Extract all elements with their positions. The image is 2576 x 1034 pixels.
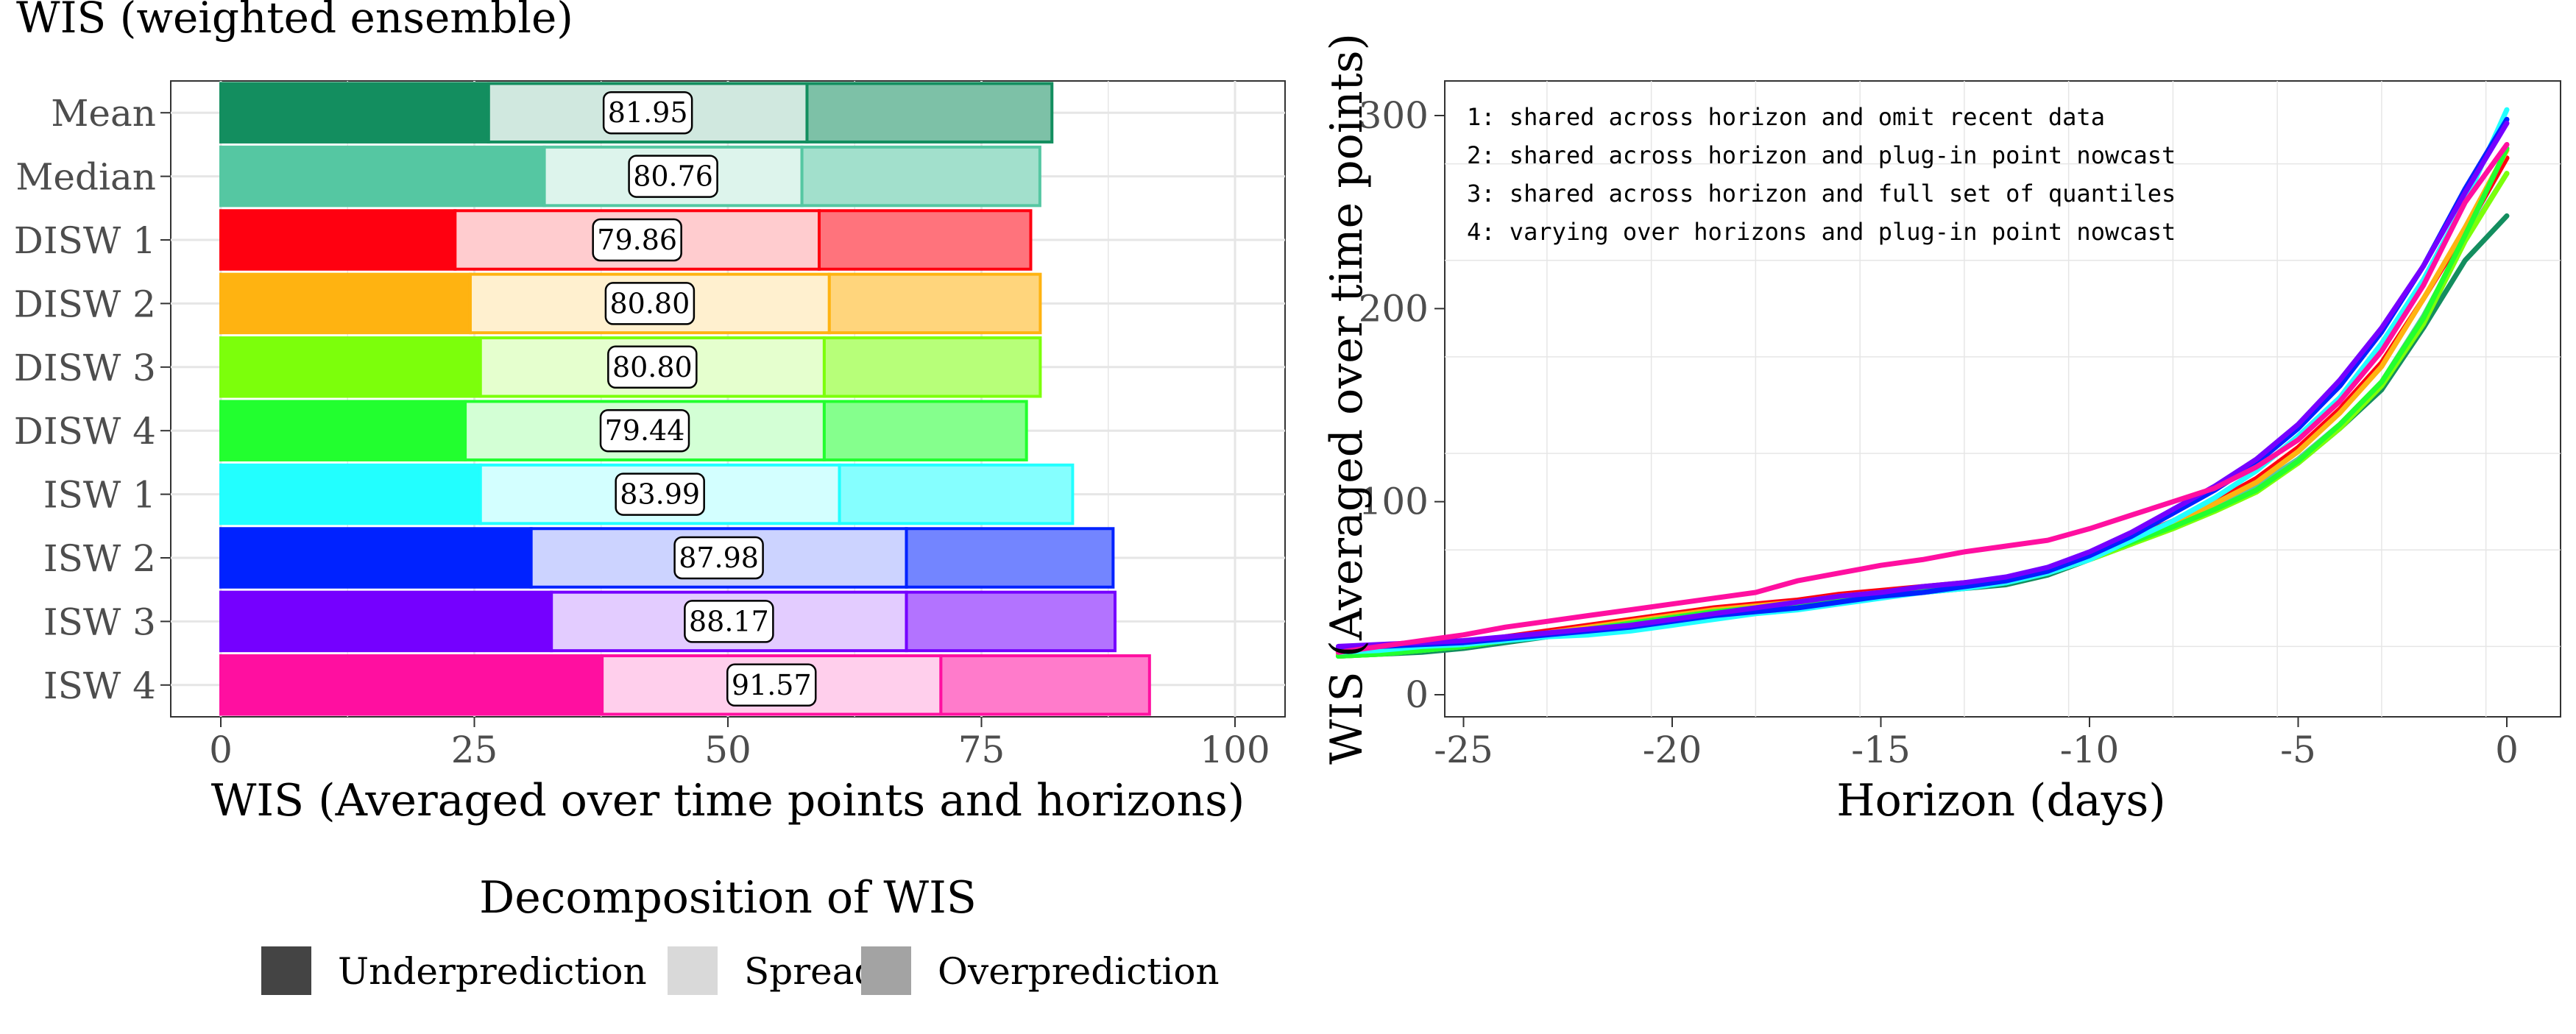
x-tick-label: -15 xyxy=(1851,729,1911,771)
category-label: DISW 2 xyxy=(14,283,156,325)
total-label: 88.17 xyxy=(689,605,769,637)
method-annotation: 3: shared across horizon and full set of… xyxy=(1467,180,2176,208)
legend-key-over xyxy=(861,946,911,995)
total-label-box xyxy=(673,536,764,580)
x-tick-label: 0 xyxy=(209,729,233,771)
overprediction-bar xyxy=(822,336,1042,398)
legend: Decomposition of WIS Underprediction Spre… xyxy=(261,872,1220,995)
legend-key-under xyxy=(261,946,311,995)
bar-chart-total-labels: 81.95 80.76 79.86 80.80 80.80 79.44 83.99 87.98… xyxy=(592,91,817,707)
underprediction-bar xyxy=(219,654,604,716)
x-tick-label: 75 xyxy=(958,729,1005,771)
legend-label: Spread xyxy=(744,950,878,993)
total-label: 87.98 xyxy=(679,542,759,574)
category-label: DISW 4 xyxy=(14,410,156,453)
underprediction-bar xyxy=(219,400,467,461)
method-annotation: 4: varying over horizons and plug-in poi… xyxy=(1467,218,2176,246)
bar-chart-x-axis-title: WIS (Averaged over time points and horiz… xyxy=(211,775,1245,826)
underprediction-bar xyxy=(219,82,490,144)
total-label-box xyxy=(615,472,705,516)
overprediction-bar xyxy=(905,590,1117,653)
overprediction-bar xyxy=(822,400,1028,461)
y-tick-label: 100 xyxy=(1359,481,1429,523)
total-label: 79.44 xyxy=(605,414,685,447)
category-label: ISW 4 xyxy=(43,665,156,707)
line-chart-y-ticks: 0 100 200 300 xyxy=(1359,94,1445,716)
total-label: 80.76 xyxy=(633,160,713,193)
legend-items: Underprediction Spread Overprediction xyxy=(261,946,1220,995)
underprediction-bar xyxy=(219,463,482,525)
overprediction-bar xyxy=(818,209,1033,271)
figure-title: WIS (weighted ensemble) xyxy=(16,0,573,43)
line-chart-series xyxy=(1335,107,2510,659)
y-tick-label: 300 xyxy=(1359,94,1429,137)
total-label: 80.80 xyxy=(612,351,693,383)
total-label-box xyxy=(684,600,774,643)
category-label: DISW 3 xyxy=(14,347,156,389)
total-label: 91.57 xyxy=(732,669,812,701)
legend-label: Underprediction xyxy=(338,950,647,993)
underprediction-bar xyxy=(219,272,472,335)
x-tick-label: -5 xyxy=(2280,729,2316,771)
x-tick-label: 50 xyxy=(704,729,751,771)
line-chart-y-axis-title: WIS (Averaged over time points) xyxy=(1321,33,1373,765)
y-tick-label: 200 xyxy=(1359,287,1429,330)
overprediction-bar xyxy=(827,272,1042,335)
underprediction-bar xyxy=(219,590,553,653)
method-annotation: 2: shared across horizon and plug-in poi… xyxy=(1467,141,2176,169)
total-label-box xyxy=(592,218,682,262)
category-label: Median xyxy=(15,156,156,199)
x-tick-label: 100 xyxy=(1200,729,1270,771)
line-chart-x-ticks: -25 -20 -15 -10 -5 0 xyxy=(1434,717,2519,771)
overprediction-bar xyxy=(939,654,1151,716)
category-label: ISW 3 xyxy=(43,601,156,643)
total-label: 79.86 xyxy=(597,224,677,256)
category-label: ISW 2 xyxy=(43,537,156,580)
total-label-box xyxy=(599,408,690,453)
x-tick-label: -20 xyxy=(1643,729,1702,771)
line-chart-annotations: 1: shared across horizon and omit recent… xyxy=(1467,103,2176,246)
category-label: ISW 1 xyxy=(43,474,156,517)
total-label: 81.95 xyxy=(608,96,688,129)
total-label-box xyxy=(726,663,817,707)
legend-title: Decomposition of WIS xyxy=(479,872,977,924)
overprediction-bar xyxy=(905,527,1115,589)
overprediction-bar xyxy=(838,463,1075,525)
bar-chart-panel: 81.95 80.76 79.86 80.80 80.80 79.44 83.99 87.98… xyxy=(14,80,1286,826)
total-label-box xyxy=(607,345,698,389)
total-label: 83.99 xyxy=(620,478,700,511)
overprediction-bar xyxy=(800,145,1041,208)
category-label: Mean xyxy=(51,92,156,135)
bar-chart-bars xyxy=(219,82,1151,716)
x-tick-label: -10 xyxy=(2060,729,2120,771)
overprediction-bar xyxy=(805,82,1054,144)
underprediction-bar xyxy=(219,336,482,398)
underprediction-bar xyxy=(219,209,457,271)
legend-key-spread xyxy=(668,946,718,995)
line-chart-panel: 1: shared across horizon and omit recent… xyxy=(1321,33,2561,826)
underprediction-bar xyxy=(219,527,533,589)
bar-chart-category-labels: Mean Median DISW 1 DISW 2 DISW 3 DISW 4 ISW 1 I… xyxy=(14,92,171,707)
category-label: DISW 1 xyxy=(14,219,156,262)
total-label: 80.80 xyxy=(609,287,690,319)
series-line-9 xyxy=(1335,121,2510,649)
line-chart-grid xyxy=(1445,81,2561,717)
x-tick-label: -25 xyxy=(1434,729,1493,771)
total-label-box xyxy=(628,155,718,198)
method-annotation: 1: shared across horizon and omit recent… xyxy=(1467,103,2105,131)
line-chart-x-axis-title: Horizon (days) xyxy=(1836,775,2165,826)
series-line-10 xyxy=(1335,141,2510,655)
total-label-box xyxy=(604,282,696,325)
legend-label: Overprediction xyxy=(938,950,1220,993)
y-tick-label: 0 xyxy=(1405,673,1429,716)
underprediction-bar xyxy=(219,145,546,208)
x-tick-label: 0 xyxy=(2495,729,2519,771)
total-label-box xyxy=(602,91,693,135)
bar-chart-x-ticks: 0 25 50 75 100 xyxy=(209,717,1270,771)
x-tick-label: 25 xyxy=(451,729,498,771)
